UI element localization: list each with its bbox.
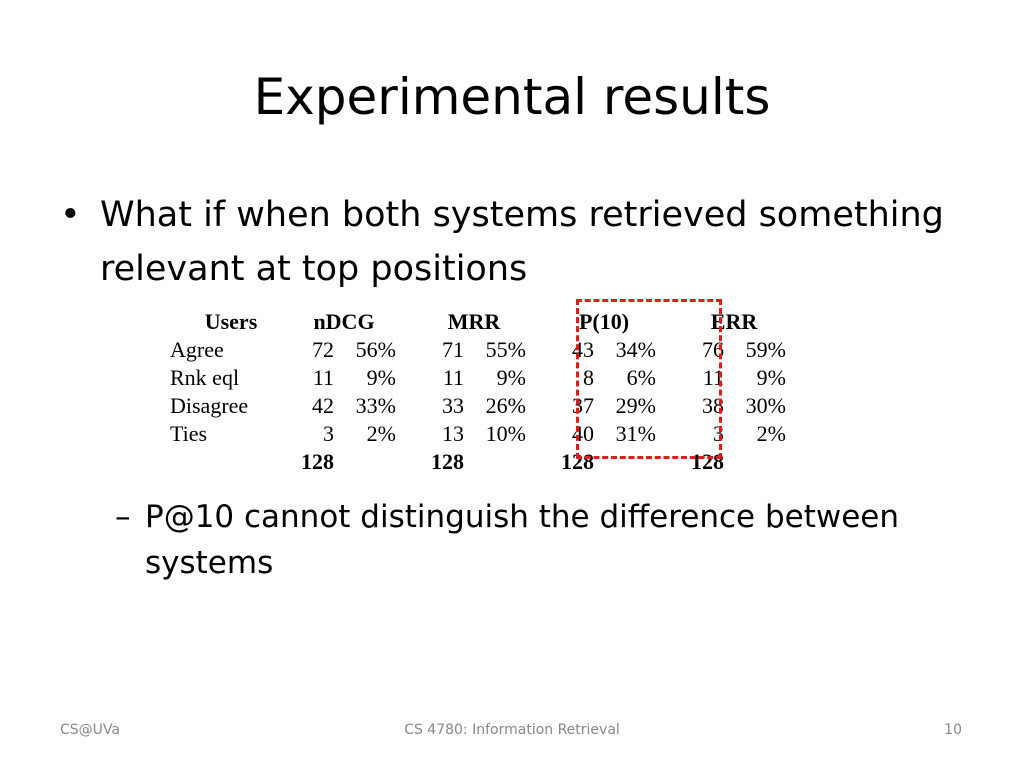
err-total: 128	[691, 449, 724, 474]
header-users: Users	[204, 309, 258, 334]
bullet-text: What if when both systems retrieved some…	[100, 195, 944, 289]
mrr-count: 13	[442, 421, 464, 446]
err-count: 11	[702, 365, 724, 390]
ndcg-count: 11	[312, 365, 334, 390]
p10-percent: 29%	[615, 393, 656, 418]
table-header-row: Users nDCG MRR P(10) ERR	[170, 308, 786, 336]
slide-title: Experimental results	[253, 68, 771, 126]
row-label: Ties	[170, 421, 208, 446]
p10-highlight-box	[576, 299, 722, 459]
header-mrr: MRR	[447, 309, 501, 334]
p10-count: 8	[583, 365, 594, 390]
sub-bullet-text: P@10 cannot distinguish the difference b…	[145, 499, 900, 581]
row-label: Rnk eql	[170, 365, 240, 390]
err-count: 3	[713, 421, 724, 446]
p10-percent: 34%	[615, 337, 656, 362]
mrr-percent: 10%	[485, 421, 526, 446]
header-p10: P(10)	[578, 309, 630, 334]
mrr-percent: 26%	[485, 393, 526, 418]
bullet-marker: •	[60, 195, 81, 235]
p10-percent: 6%	[626, 365, 656, 390]
mrr-count: 71	[442, 337, 464, 362]
table-row: Rnk eql 11 9% 11 9% 8 6% 11 9%	[170, 364, 786, 392]
err-percent: 30%	[745, 393, 786, 418]
ndcg-percent: 33%	[355, 393, 396, 418]
ndcg-count: 72	[312, 337, 334, 362]
row-label: Disagree	[170, 393, 249, 418]
results-table: Users nDCG MRR P(10) ERR Agree 72 56% 71…	[170, 308, 786, 476]
p10-percent: 31%	[615, 421, 656, 446]
ndcg-count: 42	[312, 393, 334, 418]
ndcg-percent: 56%	[355, 337, 396, 362]
err-percent: 9%	[756, 365, 786, 390]
table-row: Disagree 42 33% 33 26% 37 29% 38 30%	[170, 392, 786, 420]
mrr-count: 33	[442, 393, 464, 418]
mrr-count: 11	[442, 365, 464, 390]
sub-bullet-marker: –	[115, 499, 131, 535]
footer-course-title: CS 4780: Information Retrieval	[404, 722, 620, 738]
mrr-percent: 55%	[485, 337, 526, 362]
err-percent: 2%	[756, 421, 786, 446]
mrr-percent: 9%	[496, 365, 526, 390]
ndcg-total: 128	[301, 449, 334, 474]
ndcg-count: 3	[323, 421, 334, 446]
table-row: Agree 72 56% 71 55% 43 34% 76 59%	[170, 336, 786, 364]
table-row: Ties 3 2% 13 10% 40 31% 3 2%	[170, 420, 786, 448]
page-number: 10	[944, 722, 962, 738]
row-label: Agree	[170, 337, 224, 362]
mrr-total: 128	[431, 449, 464, 474]
err-count: 76	[702, 337, 724, 362]
ndcg-percent: 2%	[366, 421, 396, 446]
header-ndcg: nDCG	[313, 309, 375, 334]
header-err: ERR	[710, 309, 758, 334]
err-percent: 59%	[745, 337, 786, 362]
err-count: 38	[702, 393, 724, 418]
ndcg-percent: 9%	[366, 365, 396, 390]
footer-left-text: CS@UVa	[60, 722, 120, 738]
